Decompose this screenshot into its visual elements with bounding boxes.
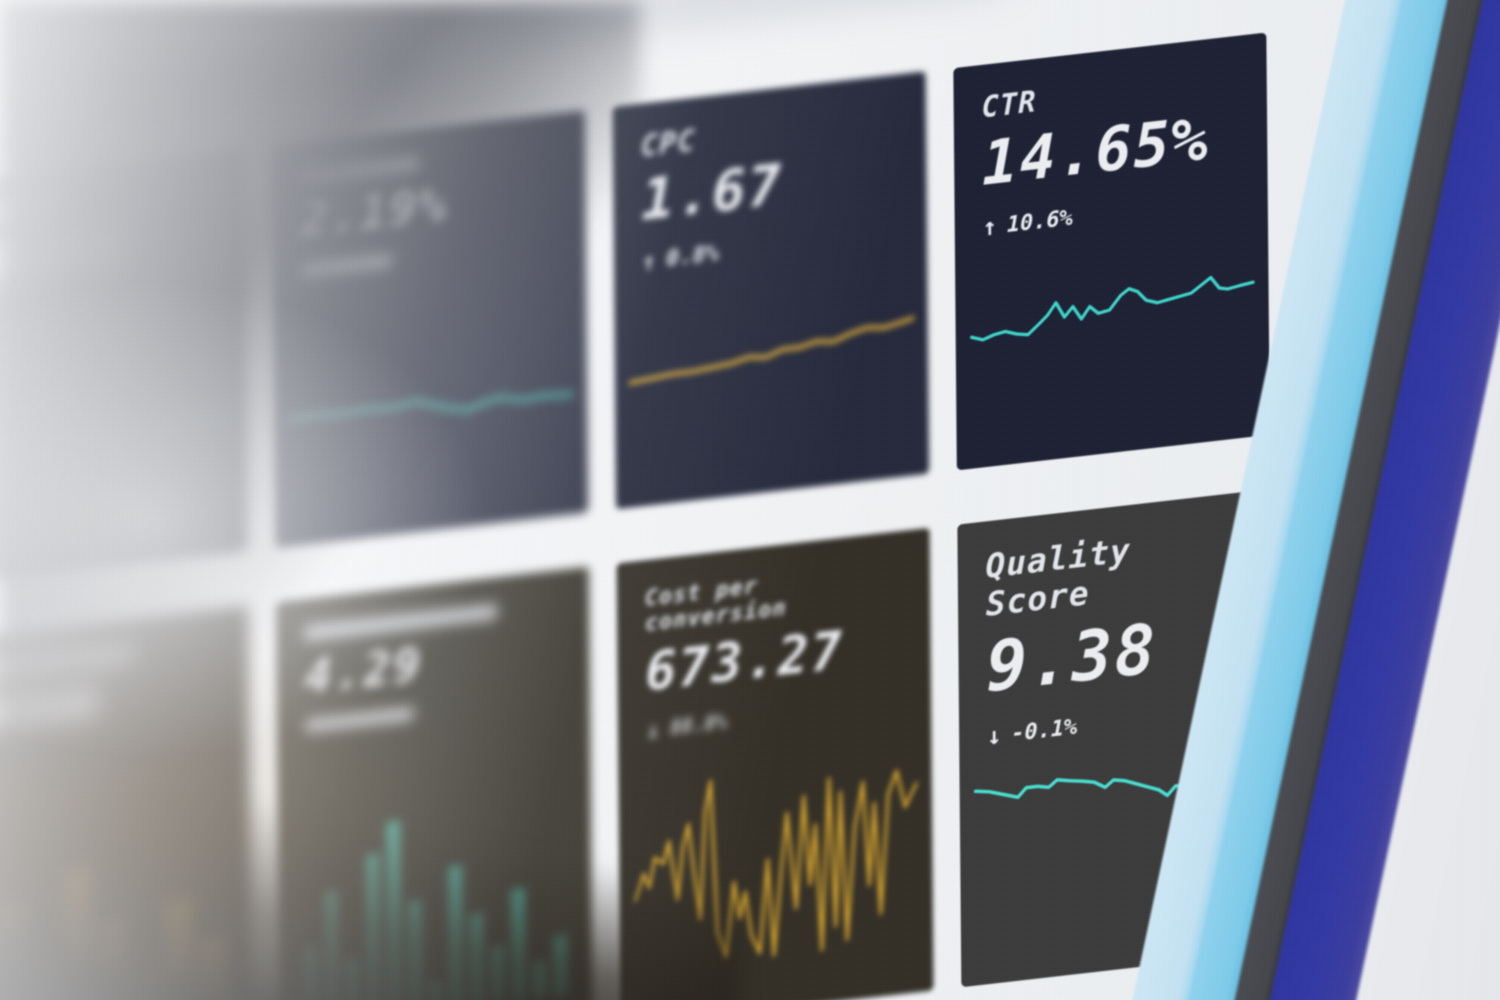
sparkline-chart <box>289 345 571 447</box>
bar <box>428 980 443 1000</box>
blurred-delta <box>304 706 415 733</box>
bar <box>0 904 25 1000</box>
blurred-delta <box>300 252 393 278</box>
blurred-subtitle <box>496 0 1014 45</box>
bar <box>365 853 381 1000</box>
bar <box>532 960 547 999</box>
blurred-dashboard-title <box>84 27 413 121</box>
kpi-delta-value: 88.8% <box>670 711 728 740</box>
bar-chart <box>303 792 568 1000</box>
kpi-delta-value: -0.1% <box>1011 713 1078 747</box>
kpi-tile-cpc: CPC 1.67 ↑ 0.8% <box>612 71 930 510</box>
bar <box>131 970 160 1000</box>
bar <box>469 912 485 1000</box>
bar <box>407 899 423 1000</box>
ctr-sparkline <box>971 256 1253 365</box>
blurred-label <box>299 155 420 184</box>
bar <box>63 870 92 1000</box>
bar <box>324 890 340 1000</box>
bar <box>97 919 126 1000</box>
bar <box>164 899 193 1000</box>
kpi-tile-ctr: CTR 14.65% ↑ 10.6% <box>953 32 1270 471</box>
up-arrow-icon: ↑ <box>982 212 998 243</box>
bar <box>490 945 506 1000</box>
bar <box>385 820 402 1000</box>
blurred-label <box>0 644 133 681</box>
sparkline-chart <box>0 376 231 478</box>
down-arrow-icon: ↓ <box>645 715 661 746</box>
bar <box>511 887 526 1000</box>
bar <box>303 946 319 1000</box>
blurred-value <box>0 685 98 733</box>
bar <box>30 961 58 1000</box>
kpi-delta-value: 10.6% <box>1006 205 1073 239</box>
bar-chart <box>0 830 227 1000</box>
bar <box>345 957 360 1000</box>
kpi-tile-cost-per-conversion: Cost per conversion 673.27 ↓ 88.8% <box>616 527 934 1000</box>
kpi-tile-6: 4.29 <box>275 566 593 1000</box>
kpi-tile-5 <box>0 605 252 1000</box>
blurred-value <box>0 227 124 283</box>
blurred-label <box>0 196 54 224</box>
cost-line-chart <box>634 742 918 996</box>
kpi-tile-2: 2.19% <box>271 110 589 549</box>
up-arrow-icon: ↑ <box>641 246 657 277</box>
bar <box>198 936 227 1000</box>
bar <box>553 934 568 997</box>
kpi-tile-1 <box>0 149 248 587</box>
down-arrow-icon: ↓ <box>986 721 1002 751</box>
sparkline-chart <box>630 290 912 403</box>
kpi-delta-value: 0.8% <box>665 241 719 273</box>
kpi-grid: 2.19% CPC 1.67 ↑ 0.8% CTR <box>0 32 1275 1000</box>
bar <box>448 864 464 1000</box>
